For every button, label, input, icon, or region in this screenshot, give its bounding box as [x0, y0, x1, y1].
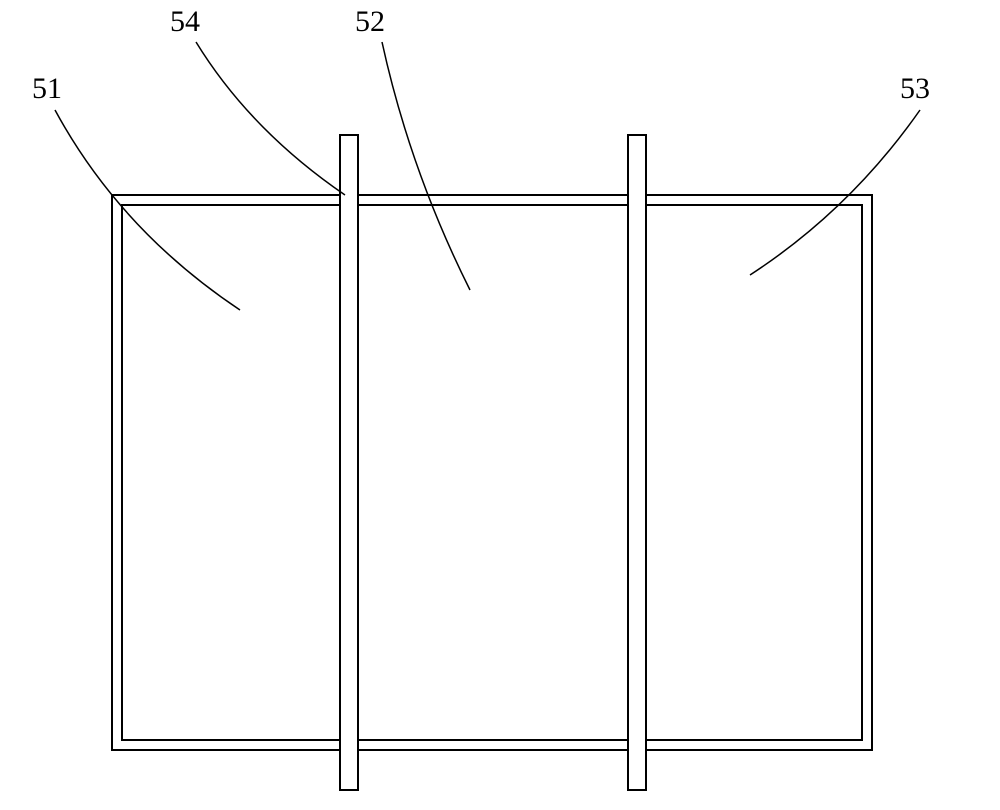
vertical-bar-2 — [628, 135, 646, 790]
vertical-bar-1 — [340, 135, 358, 790]
diagram-svg — [0, 0, 1000, 810]
label-54: 54 — [170, 5, 200, 39]
leader-54 — [196, 42, 345, 195]
leader-52 — [382, 42, 470, 290]
leader-53 — [750, 110, 920, 275]
panel-middle — [358, 205, 628, 740]
leader-51 — [55, 110, 240, 310]
outer-frame — [112, 195, 872, 750]
panel-left — [122, 205, 340, 740]
technical-diagram: 51 54 52 53 — [0, 0, 1000, 810]
label-53: 53 — [900, 72, 930, 106]
label-52: 52 — [355, 5, 385, 39]
label-51: 51 — [32, 72, 62, 106]
panel-right — [645, 205, 862, 740]
